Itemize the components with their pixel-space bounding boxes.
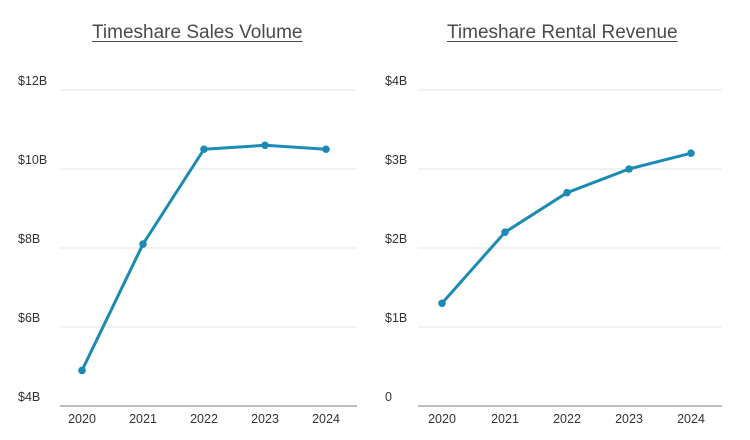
rental-y-tick-label: $3B (385, 153, 407, 167)
sales-data-point (200, 145, 208, 154)
rental-data-point (625, 165, 633, 173)
rental-data-point (687, 149, 695, 157)
sales-data-point (261, 141, 269, 150)
sales-y-tick-label: $4B (18, 390, 40, 404)
sales-y-tick-label: $12B (18, 74, 47, 88)
sales-volume-chart-title: Timeshare Sales Volume (92, 22, 303, 43)
rental-data-point (563, 188, 571, 197)
rental-revenue-chart-title: Timeshare Rental Revenue (447, 22, 678, 43)
rental-y-tick-label: $2B (385, 232, 407, 246)
sales-series-line (80, 143, 328, 372)
sales-x-tick-label: 2020 (68, 412, 96, 426)
sales-y-tick-label: $6B (18, 311, 40, 325)
rental-x-tick-label: 2022 (553, 412, 581, 426)
sales-data-point (139, 240, 147, 248)
rental-x-tick-label: 2021 (491, 412, 519, 426)
sales-data-point (78, 366, 86, 375)
sales-y-tick-label: $10B (18, 153, 47, 167)
rental-y-tick-label: $4B (385, 74, 407, 88)
rental-chart: 0 $1B $2B $3B $4B 2020 2021 2022 2023 2024 (385, 74, 722, 426)
sales-chart: $4B $6B $8B $10B $12B 2020 2021 2022 2023 2024 (18, 74, 357, 426)
rental-x-tick-label: 2023 (615, 412, 643, 426)
sales-y-tick-label: $8B (18, 232, 40, 246)
rental-data-point (438, 299, 446, 308)
rental-y-tick-label: $1B (385, 311, 407, 325)
rental-x-tick-label: 2024 (677, 412, 705, 426)
rental-y-tick-label: 0 (385, 390, 392, 404)
rental-series-line (440, 151, 693, 305)
sales-x-tick-label: 2022 (190, 412, 218, 426)
sales-data-point (322, 145, 330, 154)
sales-x-tick-label: 2021 (129, 412, 157, 426)
rental-x-tick-label: 2020 (428, 412, 456, 426)
sales-x-tick-label: 2024 (312, 412, 340, 426)
rental-data-point (501, 228, 509, 236)
sales-x-tick-label: 2023 (251, 412, 279, 426)
